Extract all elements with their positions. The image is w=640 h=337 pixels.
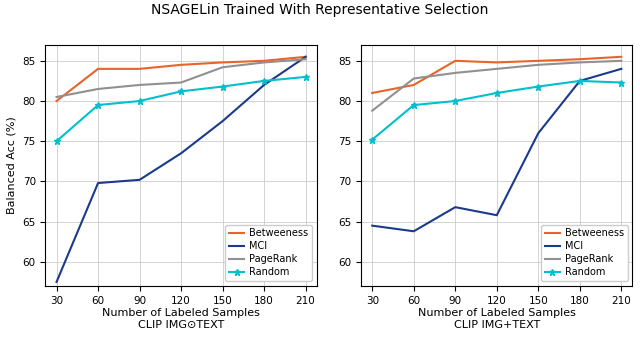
Legend: Betweeness, MCI, PageRank, Random: Betweeness, MCI, PageRank, Random bbox=[541, 224, 628, 281]
PageRank bbox=[534, 63, 542, 67]
Betweeness bbox=[369, 91, 376, 95]
Random bbox=[302, 75, 310, 79]
Line: PageRank: PageRank bbox=[372, 61, 621, 111]
Betweeness bbox=[136, 67, 143, 71]
PageRank bbox=[52, 95, 60, 99]
PageRank bbox=[618, 59, 625, 63]
Random bbox=[493, 91, 500, 95]
Text: NSAGELin Trained With Representative Selection: NSAGELin Trained With Representative Sel… bbox=[151, 3, 489, 18]
MCI bbox=[302, 55, 310, 59]
Random bbox=[94, 103, 102, 107]
PageRank bbox=[302, 57, 310, 61]
Random bbox=[177, 89, 185, 93]
Line: MCI: MCI bbox=[372, 69, 621, 231]
MCI bbox=[52, 280, 60, 284]
PageRank bbox=[451, 71, 459, 75]
MCI bbox=[618, 67, 625, 71]
Betweeness bbox=[177, 63, 185, 67]
MCI bbox=[493, 213, 500, 217]
Betweeness bbox=[260, 59, 268, 63]
Random bbox=[451, 99, 459, 103]
Random bbox=[369, 137, 376, 142]
Random bbox=[618, 81, 625, 85]
Betweeness bbox=[618, 55, 625, 59]
MCI bbox=[177, 151, 185, 155]
Random bbox=[260, 79, 268, 83]
Line: MCI: MCI bbox=[56, 57, 306, 282]
Line: Betweeness: Betweeness bbox=[372, 57, 621, 93]
MCI bbox=[451, 205, 459, 209]
Random bbox=[219, 85, 227, 89]
Line: Betweeness: Betweeness bbox=[56, 57, 306, 101]
Random bbox=[410, 103, 417, 107]
MCI bbox=[219, 119, 227, 123]
Legend: Betweeness, MCI, PageRank, Random: Betweeness, MCI, PageRank, Random bbox=[225, 224, 312, 281]
Betweeness bbox=[94, 67, 102, 71]
PageRank bbox=[493, 67, 500, 71]
Betweeness bbox=[52, 99, 60, 103]
Line: Random: Random bbox=[53, 73, 309, 145]
PageRank bbox=[410, 76, 417, 81]
PageRank bbox=[136, 83, 143, 87]
PageRank bbox=[369, 109, 376, 113]
X-axis label: Number of Labeled Samples
CLIP IMG⊙TEXT: Number of Labeled Samples CLIP IMG⊙TEXT bbox=[102, 308, 260, 330]
PageRank bbox=[576, 60, 584, 64]
MCI bbox=[369, 224, 376, 228]
Betweeness bbox=[302, 55, 310, 59]
PageRank bbox=[94, 87, 102, 91]
MCI bbox=[576, 79, 584, 83]
PageRank bbox=[260, 60, 268, 64]
Random bbox=[52, 139, 60, 143]
Y-axis label: Balanced Acc (%): Balanced Acc (%) bbox=[7, 117, 17, 214]
PageRank bbox=[219, 65, 227, 69]
Random bbox=[534, 85, 542, 89]
X-axis label: Number of Labeled Samples
CLIP IMG+TEXT: Number of Labeled Samples CLIP IMG+TEXT bbox=[418, 308, 576, 330]
MCI bbox=[136, 178, 143, 182]
MCI bbox=[410, 229, 417, 233]
MCI bbox=[94, 181, 102, 185]
Betweeness bbox=[410, 83, 417, 87]
Random bbox=[136, 99, 143, 103]
MCI bbox=[260, 83, 268, 87]
Betweeness bbox=[219, 60, 227, 64]
Betweeness bbox=[534, 59, 542, 63]
MCI bbox=[534, 131, 542, 135]
Random bbox=[576, 79, 584, 83]
Betweeness bbox=[576, 57, 584, 61]
Line: PageRank: PageRank bbox=[56, 59, 306, 97]
Betweeness bbox=[451, 59, 459, 63]
Line: Random: Random bbox=[369, 78, 625, 143]
Betweeness bbox=[493, 60, 500, 64]
PageRank bbox=[177, 81, 185, 85]
